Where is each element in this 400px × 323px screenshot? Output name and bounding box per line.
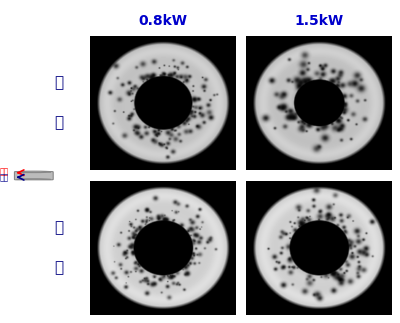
Text: 하부: 하부 xyxy=(0,173,9,182)
Ellipse shape xyxy=(17,171,51,172)
Text: 하: 하 xyxy=(54,220,64,235)
Text: 1.5kW: 1.5kW xyxy=(294,14,344,28)
Text: 0.8kW: 0.8kW xyxy=(138,14,188,28)
FancyBboxPatch shape xyxy=(14,172,53,180)
Text: 부: 부 xyxy=(54,115,64,130)
Text: 상: 상 xyxy=(54,75,64,90)
Text: 상부: 상부 xyxy=(0,167,9,176)
Ellipse shape xyxy=(17,179,51,180)
Text: 부: 부 xyxy=(54,261,64,276)
